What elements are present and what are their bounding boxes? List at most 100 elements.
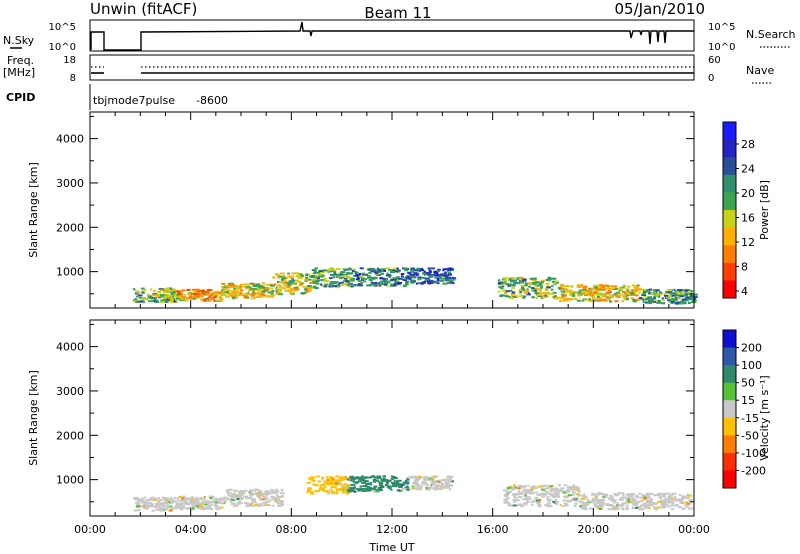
velocity-cell [143,503,148,505]
power-cell [170,297,174,300]
power-cell [544,287,549,290]
velocity-cell [546,492,550,495]
power-cell [648,288,653,291]
power-cell [395,267,399,270]
velocity-cell [223,500,228,503]
power-cell [522,295,527,298]
power-cell [191,288,197,291]
power-cell [667,294,672,297]
velocity-cell [203,503,208,506]
velocity-region-6 [502,484,581,508]
velocity-cell [648,499,653,502]
velocity-xlabel: Time UT [368,541,414,554]
power-cell [547,292,553,295]
velocity-cell [608,504,611,507]
power-cell [582,285,588,288]
power-cell [359,275,364,278]
power-cell [519,290,523,293]
velocity-cell [338,488,344,490]
velocity-cell [380,479,384,481]
power-cell [287,272,290,275]
velocity-cell [530,503,534,506]
velocity-cell [257,505,262,508]
power-cell [679,295,685,298]
velocity-cell [341,476,345,479]
velocity-cell [685,501,688,504]
power-cell [289,288,294,290]
velocity-cell [612,501,617,504]
velocity-cell [159,502,164,505]
power-cell [645,297,650,300]
power-cell [325,269,328,272]
velocity-cell [527,491,532,494]
power-cell [526,293,531,296]
power-cell [511,286,515,289]
power-cell [509,278,513,280]
velocity-cell [663,503,669,506]
velocity-cell [326,492,331,495]
power-cell [141,296,147,299]
velocity-cell [244,502,249,504]
velocity-cell [274,501,278,503]
power-cell [408,278,412,281]
velocity-cell [325,480,329,483]
power-cell [413,272,418,275]
power-cell [165,295,170,298]
power-cell [524,284,528,287]
power-cell [676,297,681,300]
power-cell [157,291,161,294]
power-cell [305,274,309,276]
velocity-cell [310,491,314,494]
velocity-cell [631,500,636,503]
power-cell [276,292,281,295]
velocity-cell [245,504,250,507]
velocity-cell [613,492,617,495]
velocity-cell [597,493,601,496]
power-cell [547,276,552,279]
velocity-cell [395,481,400,484]
velocity-cell [159,498,164,501]
power-cell [336,284,341,287]
power-cell [570,293,573,296]
velocity-cell [199,496,203,499]
power-cell [431,267,436,270]
power-cell [499,294,504,297]
velocity-cell [369,481,372,484]
power-cell [680,300,684,303]
power-cell [159,289,163,291]
power-cell [173,293,178,296]
power-cell [405,280,410,283]
velocity-cell [512,493,517,496]
power-cell [154,299,159,302]
velocity-cell [518,503,523,506]
power-cell [332,276,336,279]
power-cell [225,289,231,292]
freq-panel: 18 8 Freq. [MHz] 60 0 Nave [3,54,774,84]
velocity-cell [435,475,439,478]
power-cell [374,281,378,284]
velocity-cell [157,499,161,502]
velocity-cell [621,496,626,499]
power-cell [313,285,317,288]
velocity-cell [646,505,649,508]
power-cell [560,290,566,293]
velocity-cell [327,483,332,486]
velocity-cell [600,505,604,508]
power-cell [626,294,629,297]
power-cell [284,280,287,283]
velocity-cell [423,478,426,481]
velocity-cell [513,496,517,499]
velocity-cell [530,492,535,495]
power-cell [270,294,275,297]
power-cell [522,296,526,299]
power-cell [451,277,457,280]
power-cell [153,299,157,302]
velocity-cell [135,498,141,500]
power-cell [359,267,364,270]
power-cell [244,292,247,295]
power-cell [585,291,591,294]
power-cell [228,282,233,285]
power-cell [674,302,679,305]
velocity-cell [544,490,549,493]
power-cell [644,291,648,293]
